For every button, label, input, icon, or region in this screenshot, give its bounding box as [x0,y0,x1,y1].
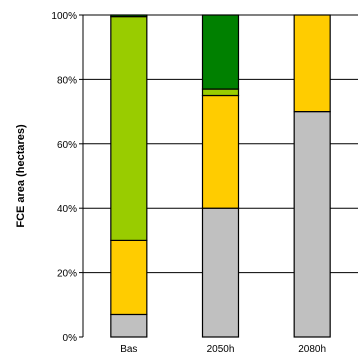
bars [110,14,331,338]
y-tick-labels: 0% 20% 40% 60% 80% 100% [51,11,77,344]
y-tick-label: 20% [57,269,77,280]
y-tick-label: 100% [51,11,77,22]
y-tick-label: 80% [57,75,77,86]
y-tick-label: 40% [57,204,77,215]
bar-segment [201,94,240,209]
y-tick-label: 0% [63,333,78,344]
bar-segment [201,88,240,97]
bar-segment [201,207,240,338]
x-tick-label: Bas [120,344,137,355]
bar-segment [293,14,331,113]
bar-segment [201,14,240,90]
y-axis-label: FCE area (hectares) [15,124,27,228]
bar-segment [110,239,148,316]
x-tick-labels: Bas 2050h 2080h [120,344,326,355]
bar-segment [110,313,148,338]
y-tick-label: 60% [57,140,77,151]
bar-segment [110,14,148,18]
x-tick-label: 2080h [298,344,326,355]
bar-segment [110,16,148,241]
x-tick-label: 2050h [207,344,235,355]
bar-segment [293,110,331,338]
